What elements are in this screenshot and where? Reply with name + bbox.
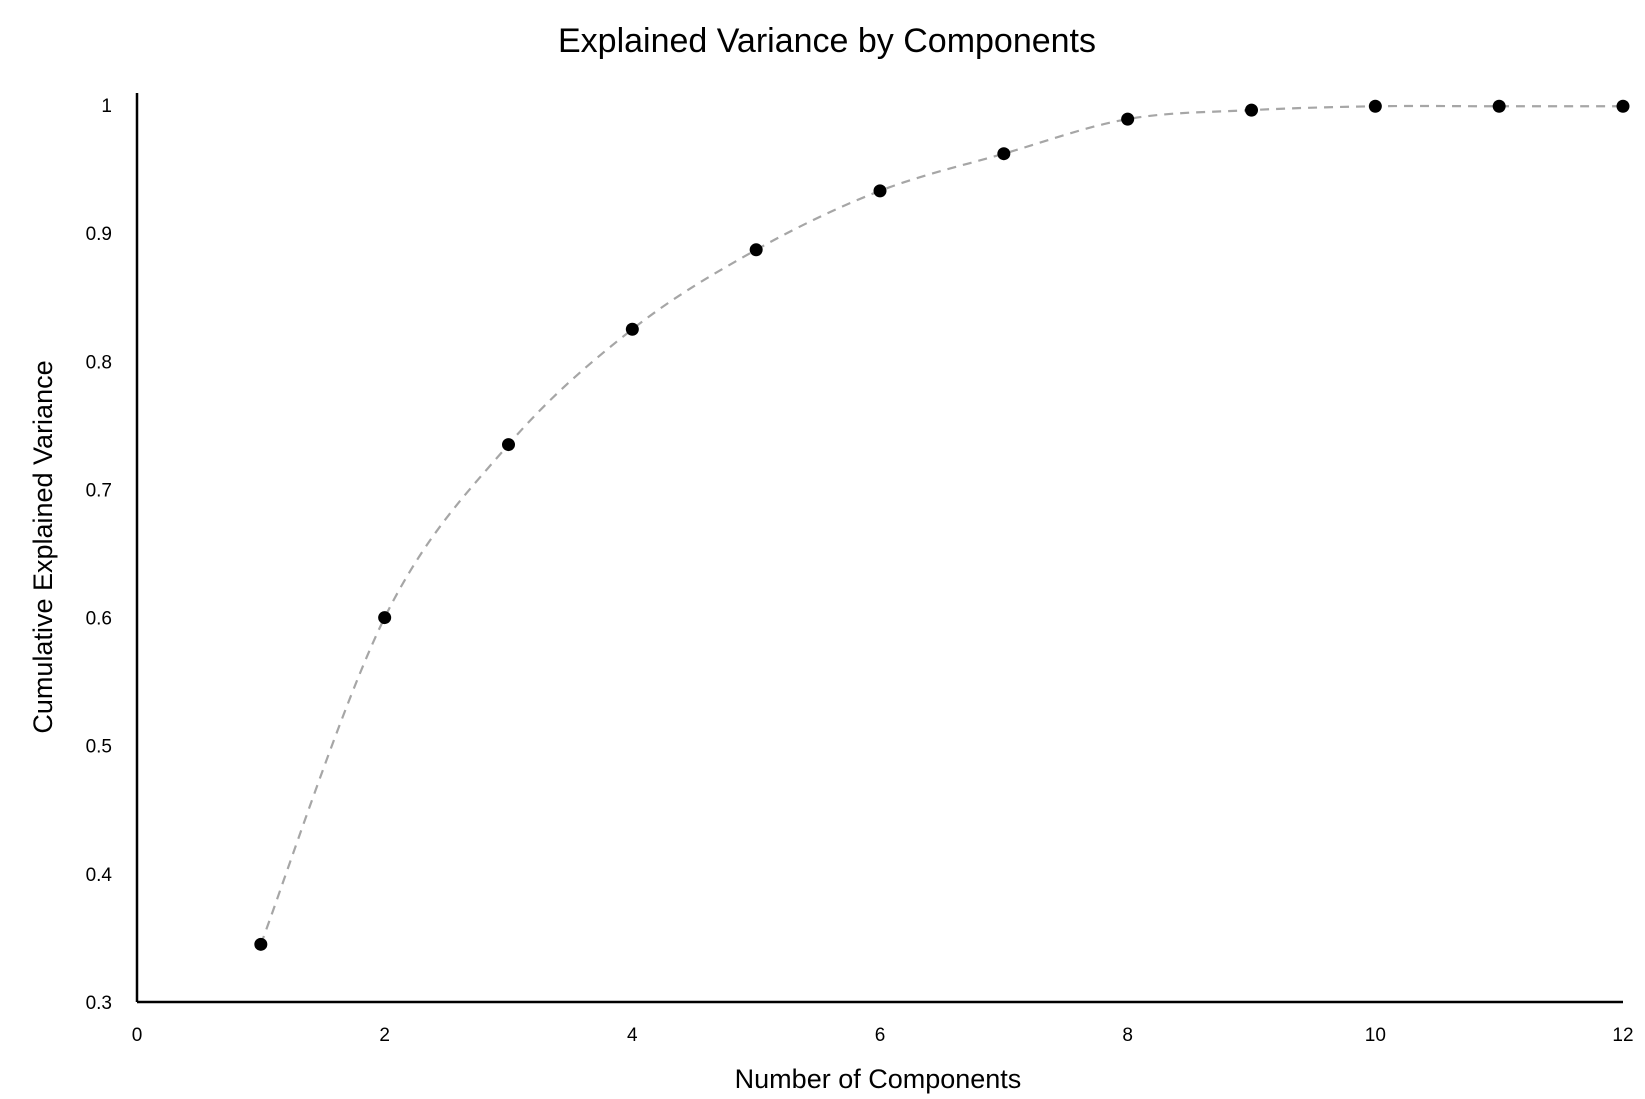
data-point bbox=[997, 147, 1011, 161]
data-point bbox=[1368, 99, 1382, 113]
y-tick-label: 0.4 bbox=[86, 865, 113, 886]
y-tick-labels: 0.3 0.4 0.5 0.6 0.7 0.8 0.9 1 bbox=[86, 96, 113, 1014]
x-tick-labels: 0 2 4 6 8 10 12 bbox=[132, 1025, 1634, 1046]
y-tick-label: 1 bbox=[101, 96, 112, 117]
x-tick-label: 12 bbox=[1612, 1025, 1633, 1046]
x-tick-label: 2 bbox=[379, 1025, 390, 1046]
y-tick-label: 0.7 bbox=[86, 480, 112, 501]
x-axis-label: Number of Components bbox=[735, 1064, 1022, 1094]
data-point bbox=[1616, 99, 1630, 113]
x-tick-label: 0 bbox=[132, 1025, 143, 1046]
data-point bbox=[749, 243, 763, 257]
y-axis-label: Cumulative Explained Variance bbox=[28, 360, 58, 733]
x-tick-label: 4 bbox=[627, 1025, 638, 1046]
data-point bbox=[1121, 112, 1135, 126]
y-tick-label: 0.9 bbox=[86, 224, 112, 245]
y-tick-label: 0.6 bbox=[86, 609, 112, 630]
data-point bbox=[378, 611, 392, 625]
data-point bbox=[625, 322, 639, 336]
y-tick-label: 0.3 bbox=[86, 993, 112, 1014]
data-point bbox=[873, 184, 887, 198]
data-points bbox=[254, 99, 1630, 951]
x-tick-label: 6 bbox=[875, 1025, 886, 1046]
data-point bbox=[1492, 99, 1506, 113]
data-point bbox=[254, 937, 268, 951]
x-tick-label: 8 bbox=[1122, 1025, 1133, 1046]
data-point bbox=[1245, 103, 1258, 117]
y-tick-label: 0.8 bbox=[86, 352, 112, 373]
data-point bbox=[502, 438, 515, 452]
y-tick-label: 0.5 bbox=[86, 737, 112, 758]
x-tick-label: 10 bbox=[1365, 1025, 1386, 1046]
chart-title: Explained Variance by Components bbox=[558, 22, 1096, 60]
trend-line bbox=[259, 104, 1623, 945]
